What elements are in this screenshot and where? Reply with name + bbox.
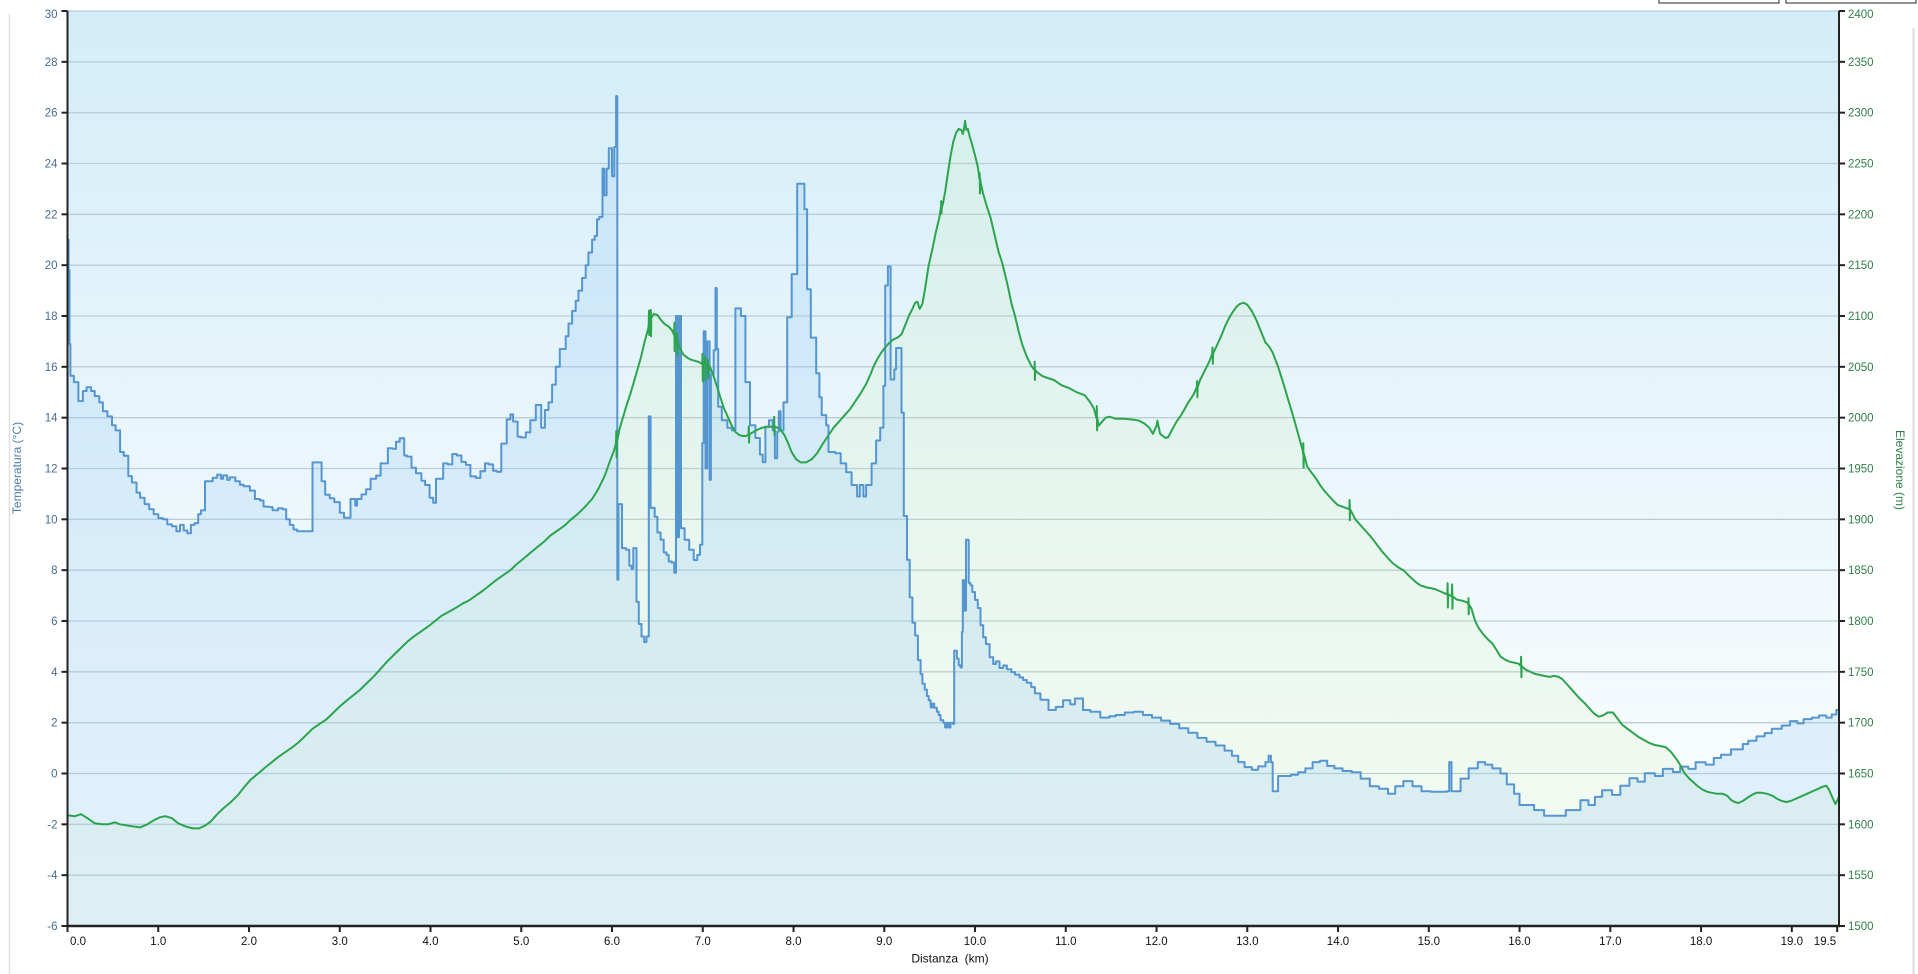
svg-text:6.0: 6.0 [604, 936, 620, 948]
svg-text:2: 2 [51, 718, 57, 730]
svg-text:8: 8 [51, 565, 57, 577]
svg-text:16: 16 [45, 362, 58, 374]
svg-text:2400: 2400 [1848, 9, 1874, 21]
svg-text:26: 26 [45, 108, 58, 120]
svg-text:1600: 1600 [1848, 819, 1874, 831]
svg-text:22: 22 [45, 209, 58, 221]
svg-text:20: 20 [45, 260, 58, 272]
svg-text:8.0: 8.0 [786, 936, 802, 948]
svg-text:1800: 1800 [1848, 616, 1874, 628]
svg-text:2100: 2100 [1848, 311, 1874, 323]
svg-text:5.0: 5.0 [513, 936, 529, 948]
svg-text:1850: 1850 [1848, 565, 1874, 577]
svg-text:1550: 1550 [1848, 870, 1874, 882]
svg-text:19.5: 19.5 [1814, 936, 1836, 948]
svg-text:13.0: 13.0 [1236, 936, 1258, 948]
svg-text:24: 24 [45, 159, 58, 171]
svg-text:Temperatura (°C): Temperatura (°C) [10, 422, 24, 514]
svg-text:10: 10 [45, 514, 58, 526]
svg-text:2150: 2150 [1848, 260, 1874, 272]
svg-text:3.0: 3.0 [332, 936, 348, 948]
svg-text:30: 30 [45, 9, 58, 21]
svg-text:2350: 2350 [1848, 57, 1874, 69]
svg-text:-4: -4 [47, 870, 58, 882]
svg-text:7.0: 7.0 [695, 936, 711, 948]
svg-text:1900: 1900 [1848, 514, 1874, 526]
svg-text:1500: 1500 [1848, 921, 1874, 933]
svg-text:1950: 1950 [1848, 464, 1874, 476]
svg-text:Elevazione (m): Elevazione (m) [1893, 430, 1907, 510]
svg-text:12: 12 [45, 464, 58, 476]
svg-text:Distanza (km): Distanza (km) [911, 952, 988, 966]
svg-text:2000: 2000 [1848, 413, 1874, 425]
svg-text:12.0: 12.0 [1145, 936, 1167, 948]
svg-text:0: 0 [51, 769, 57, 781]
svg-text:1650: 1650 [1848, 769, 1874, 781]
svg-text:14: 14 [45, 413, 58, 425]
svg-text:11.0: 11.0 [1055, 936, 1077, 948]
svg-text:1700: 1700 [1848, 718, 1874, 730]
svg-text:1.0: 1.0 [150, 936, 166, 948]
svg-text:9.0: 9.0 [876, 936, 892, 948]
svg-text:2300: 2300 [1848, 108, 1874, 120]
svg-text:19.0: 19.0 [1781, 936, 1803, 948]
svg-text:2.0: 2.0 [241, 936, 257, 948]
svg-text:2250: 2250 [1848, 159, 1874, 171]
svg-text:17.0: 17.0 [1599, 936, 1621, 948]
svg-text:10.0: 10.0 [964, 936, 986, 948]
svg-text:2200: 2200 [1848, 209, 1874, 221]
svg-text:4.0: 4.0 [423, 936, 439, 948]
svg-text:1750: 1750 [1848, 667, 1874, 679]
svg-text:0.0: 0.0 [70, 936, 86, 948]
svg-text:-6: -6 [47, 921, 57, 933]
svg-text:18.0: 18.0 [1690, 936, 1712, 948]
svg-text:16.0: 16.0 [1508, 936, 1530, 948]
svg-text:2050: 2050 [1848, 362, 1874, 374]
svg-text:18: 18 [45, 311, 58, 323]
svg-text:15.0: 15.0 [1418, 936, 1440, 948]
svg-text:4: 4 [51, 667, 58, 679]
svg-text:-2: -2 [47, 819, 57, 831]
svg-text:6: 6 [51, 616, 57, 628]
svg-text:28: 28 [45, 57, 58, 69]
svg-text:14.0: 14.0 [1327, 936, 1349, 948]
